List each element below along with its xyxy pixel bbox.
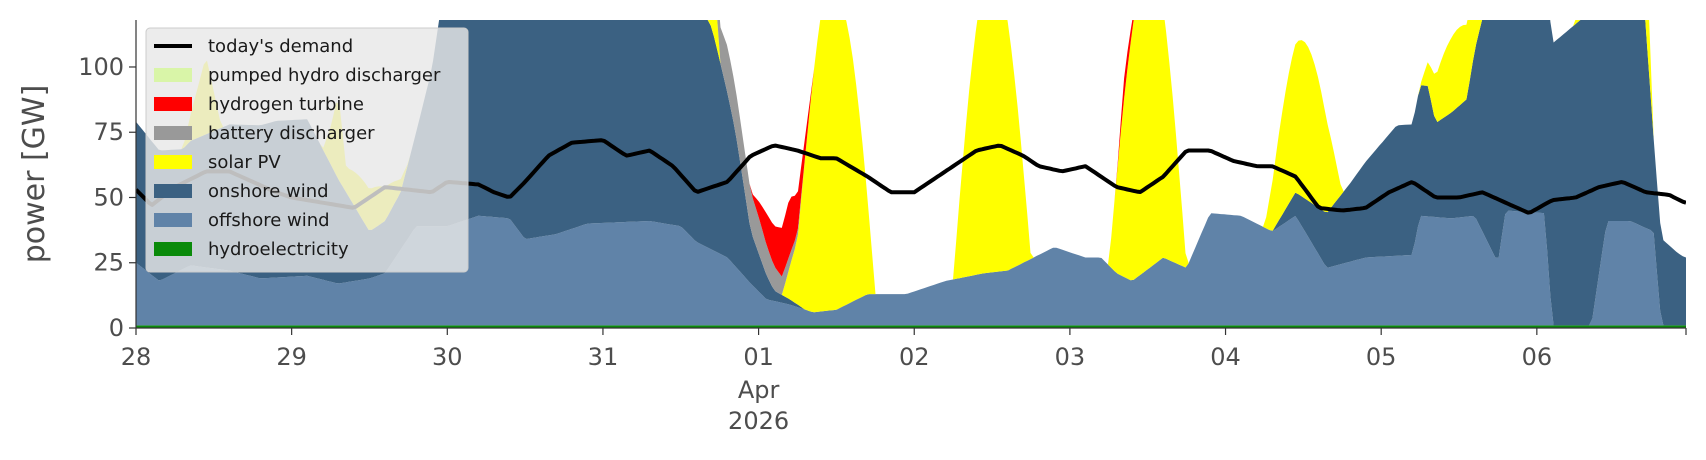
area-onshore-wind — [136, 20, 1686, 326]
legend-label-solar-pv: solar PV — [208, 152, 281, 173]
area-solar-pv — [136, 20, 1686, 313]
x-tick-label: 02 — [899, 343, 930, 371]
y-tick-label: 25 — [93, 249, 124, 277]
x-tick-sublabel: Apr — [738, 376, 780, 404]
legend-label-offshore-wind: offshore wind — [208, 210, 330, 231]
y-tick-label: 50 — [93, 183, 124, 211]
area-hydroelectricity — [136, 325, 1686, 328]
legend-label-pumped-hydro-discharger: pumped hydro discharger — [208, 65, 441, 86]
legend-swatch-pumped-hydro-discharger — [154, 68, 192, 82]
axes: 0 25 50 75 100 28 29 30 31 01 Apr 2026 02 03 04 05 06 — [78, 20, 1687, 435]
legend-swatch-battery-discharger — [154, 126, 192, 140]
x-tick-label: 05 — [1366, 343, 1397, 371]
legend-swatch-solar-pv — [154, 155, 192, 169]
x-tick-label: 04 — [1210, 343, 1241, 371]
x-tick-label: 31 — [588, 343, 619, 371]
legend: today's demand pumped hydro discharger hyd… — [145, 27, 469, 273]
area-offshore-wind — [136, 210, 1686, 326]
stacked-areas — [136, 20, 1686, 328]
x-tick-label: 01 — [743, 343, 774, 371]
x-tick-label: 06 — [1522, 343, 1553, 371]
legend-box — [145, 27, 469, 273]
legend-swatch-offshore-wind — [154, 213, 192, 227]
x-tick-label: 03 — [1055, 343, 1086, 371]
x-tick-sublabel: 2026 — [728, 407, 789, 435]
legend-label-onshore-wind: onshore wind — [208, 181, 329, 202]
legend-swatch-onshore-wind — [154, 184, 192, 198]
y-tick-label: 0 — [109, 314, 124, 342]
legend-swatch-hydroelectricity — [154, 242, 192, 256]
legend-swatch-hydrogen-turbine — [154, 97, 192, 111]
y-tick-label: 100 — [78, 53, 124, 81]
x-tick-label: 29 — [276, 343, 307, 371]
x-tick-label: 30 — [432, 343, 463, 371]
legend-label-hydroelectricity: hydroelectricity — [208, 239, 349, 260]
legend-label-today-s-demand: today's demand — [208, 36, 353, 57]
x-tick-label: 28 — [121, 343, 152, 371]
legend-label-hydrogen-turbine: hydrogen turbine — [208, 94, 364, 115]
y-axis-label: power [GW] — [17, 85, 52, 264]
legend-label-battery-discharger: battery discharger — [208, 123, 375, 144]
y-tick-label: 75 — [93, 118, 124, 146]
